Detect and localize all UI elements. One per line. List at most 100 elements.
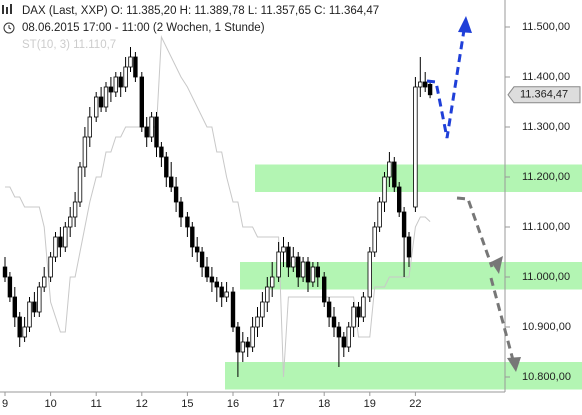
grey-arrowhead-1 <box>491 256 503 274</box>
candle-body <box>168 176 174 188</box>
candle-body <box>12 296 17 318</box>
candle-body <box>341 336 346 348</box>
candle-body <box>77 166 83 203</box>
icon <box>6 7 8 14</box>
y-tick-label: 11.500,00 <box>522 21 570 33</box>
candle-body <box>128 56 133 68</box>
header-text: DAX (Last, XXP) O: 11.385,20 H: 11.389,7… <box>22 5 379 17</box>
candle-body <box>209 276 215 283</box>
x-tick-label: 9 <box>2 398 8 410</box>
candle-body <box>194 246 200 253</box>
x-tick-label: 22 <box>409 398 421 410</box>
candle-body <box>68 216 73 228</box>
candle-body <box>224 291 229 298</box>
candle-body <box>139 76 144 128</box>
clock-icon <box>3 22 15 34</box>
candle-body <box>387 161 392 178</box>
candle-body <box>346 326 351 348</box>
candle-body <box>133 56 138 78</box>
candle-body <box>144 126 149 138</box>
candle-body <box>418 81 423 88</box>
price-tag-label: 11.364,47 <box>520 89 568 101</box>
candle-body <box>113 76 118 93</box>
blue-arrowhead <box>458 16 472 33</box>
candle-body <box>331 316 337 328</box>
support-zone <box>255 164 582 192</box>
candle-body <box>413 86 418 208</box>
candle-body <box>361 296 366 318</box>
indicator-label: ST(10, 3) 11.110,7 <box>22 39 116 51</box>
x-tick-label: 19 <box>364 398 376 410</box>
candle-body <box>164 156 169 178</box>
clock-hands <box>8 25 12 30</box>
candle-body <box>204 266 210 278</box>
candle-body <box>7 276 13 298</box>
candle-body <box>406 236 412 258</box>
candle-body <box>356 306 361 318</box>
candle-body <box>58 236 63 248</box>
candle-body <box>154 116 159 148</box>
candle-body <box>250 326 255 348</box>
candle-body <box>149 116 154 138</box>
candle-body <box>178 201 184 218</box>
candle-body <box>372 226 377 253</box>
x-tick-label: 16 <box>227 398 239 410</box>
candle-body <box>159 146 164 158</box>
st-indicator <box>5 35 431 378</box>
candle-body <box>82 136 88 168</box>
candle-body <box>367 251 372 298</box>
candle-body <box>2 266 8 278</box>
candle-body <box>315 266 320 278</box>
candle-body <box>42 276 47 288</box>
y-tick-label: 10.900,00 <box>522 321 571 333</box>
candle-body <box>427 84 433 96</box>
x-tick-label: 12 <box>136 398 148 410</box>
candle-body <box>72 201 78 218</box>
candle-body <box>310 266 316 283</box>
candle-body <box>300 261 306 278</box>
y-tick-label: 11.200,00 <box>522 171 570 183</box>
candle-body <box>269 276 275 288</box>
candle-body <box>108 86 114 93</box>
candle-body <box>295 256 301 278</box>
candle-body <box>276 251 281 278</box>
candle-body <box>235 326 241 353</box>
candle-body <box>255 316 260 328</box>
candle-body <box>173 186 179 203</box>
candle-body <box>32 301 37 313</box>
candle-body <box>190 226 195 248</box>
x-tick-label: 17 <box>272 398 284 410</box>
candle-body <box>17 316 22 338</box>
candle-body <box>422 81 428 88</box>
candle-body <box>98 96 104 108</box>
candle-body <box>401 211 407 238</box>
candle-body <box>48 256 53 278</box>
candle-body <box>240 341 245 353</box>
candle-body <box>103 86 109 108</box>
blue-arrow <box>426 29 466 139</box>
x-tick-label: 10 <box>44 398 56 410</box>
grey-arrow-1 <box>456 196 494 268</box>
grey-arrow-2 <box>489 277 515 361</box>
x-tick-label: 18 <box>318 398 330 410</box>
candle-body <box>214 281 219 288</box>
candle-body <box>351 306 356 328</box>
icon <box>2 5 4 14</box>
candle-body <box>63 226 68 248</box>
y-tick-label: 10.800,00 <box>522 371 571 383</box>
y-tick-label: 11.100,00 <box>522 221 570 233</box>
plot <box>2 35 433 378</box>
candle-body <box>118 76 123 88</box>
candle-body <box>291 256 296 268</box>
candle-body <box>94 96 99 118</box>
candle-body <box>27 301 32 328</box>
candle-body <box>396 186 402 213</box>
candle-body <box>265 286 270 303</box>
candle-body <box>260 301 265 318</box>
candle-body <box>392 161 397 188</box>
candle-body <box>37 286 42 313</box>
icon <box>10 4 12 14</box>
annotations <box>426 16 521 372</box>
y-tick-label: 11.000,00 <box>522 271 570 283</box>
candle-body <box>281 246 286 253</box>
